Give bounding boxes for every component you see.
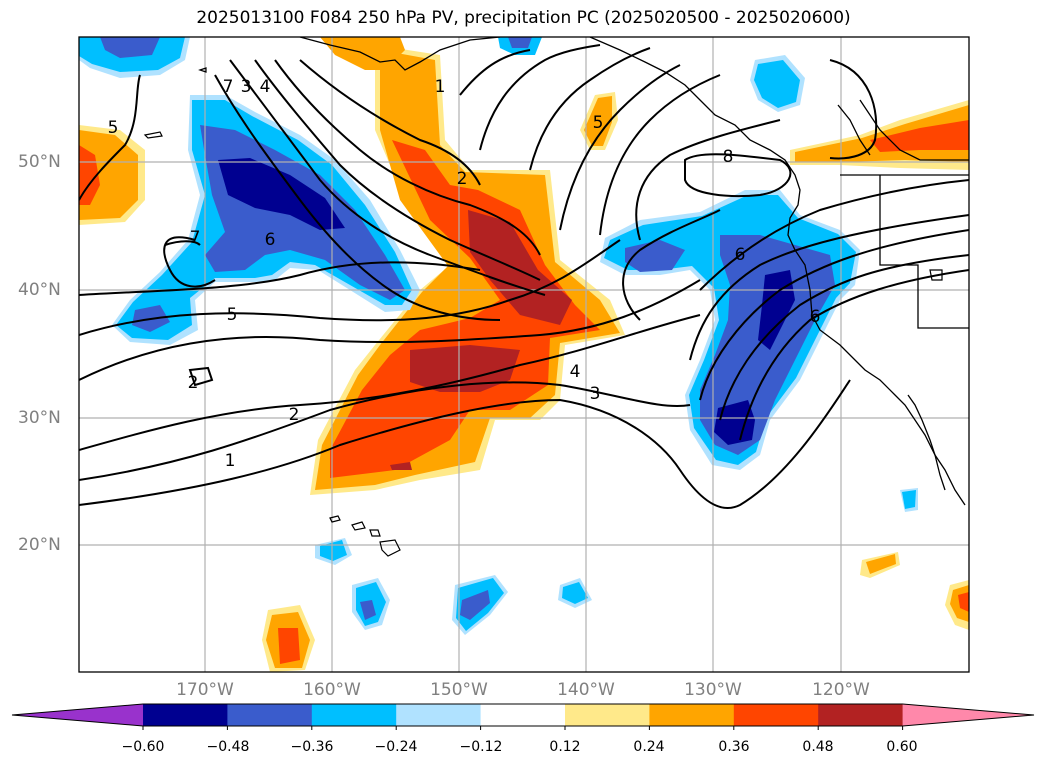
- colorbar: [11, 703, 1035, 730]
- colorbar-segment: [227, 704, 313, 726]
- colorbar-segment: [733, 704, 819, 726]
- colorbar-segment: [143, 704, 228, 726]
- graticule: [79, 37, 969, 672]
- contour-label: 2: [289, 405, 300, 425]
- contour-label: 3: [241, 77, 252, 97]
- colorbar-tick-label: 0.60: [886, 739, 918, 755]
- contour-label: 7: [190, 228, 201, 248]
- contour-label: 5: [108, 118, 119, 138]
- colorbar-segment: [818, 704, 904, 726]
- positive-anomaly-shading: [79, 37, 969, 672]
- map-frame: [78, 36, 970, 673]
- colorbar-segment: [565, 704, 650, 726]
- lon-label: 150°W: [430, 680, 488, 700]
- contour-label: 7: [223, 77, 234, 97]
- contour-label: 6: [265, 230, 276, 250]
- map-title: 2025013100 F084 250 hPa PV, precipitatio…: [196, 8, 851, 28]
- colorbar-tick-label: 0.12: [549, 739, 581, 755]
- colorbar-tick-label: −0.60: [121, 739, 165, 755]
- contour-label: 4: [260, 77, 271, 97]
- pv-contours: [79, 44, 969, 510]
- contour-label: 5: [593, 113, 604, 133]
- colorbar-tick-label: −0.48: [206, 739, 250, 755]
- colorbar-segment: [311, 704, 397, 726]
- colorbar-segment: [649, 704, 735, 726]
- contour-label: 5: [227, 305, 238, 325]
- contour-label: 1: [225, 451, 236, 471]
- contour-labels: 1 2 2 3 4 5 5 5 6 6 6 7 7 8 3 4 1 2: [108, 77, 821, 471]
- islands: [143, 67, 943, 557]
- colorbar-segment: [480, 704, 566, 726]
- contour-label: 2: [457, 169, 468, 189]
- colorbar-tick-label: 0.48: [802, 739, 834, 755]
- negative-anomaly-shading: [79, 37, 918, 635]
- lat-label: 20°N: [18, 535, 61, 555]
- contour-label: 3: [590, 384, 601, 404]
- contour-label: 2: [188, 373, 199, 393]
- colorbar-extend-left: [12, 704, 143, 726]
- lon-label: 130°W: [684, 680, 742, 700]
- colorbar-tick-label: 0.24: [633, 739, 665, 755]
- lat-label: 50°N: [18, 152, 61, 172]
- lon-label: 160°W: [303, 680, 361, 700]
- colorbar-tick-label: 0.36: [718, 739, 750, 755]
- lon-label: 120°W: [812, 680, 870, 700]
- lon-label: 140°W: [557, 680, 615, 700]
- contour-label: 8: [723, 147, 734, 167]
- contour-label: 6: [735, 245, 746, 265]
- lon-label: 170°W: [176, 680, 234, 700]
- colorbar-extend-right: [902, 704, 1034, 726]
- contour-label: 1: [435, 77, 446, 97]
- lat-label: 30°N: [18, 408, 61, 428]
- contour-label: 6: [810, 307, 821, 327]
- colorbar-tick-label: −0.36: [290, 739, 334, 755]
- coastlines: [299, 37, 969, 506]
- contour-label: 4: [570, 362, 581, 382]
- lat-label: 40°N: [18, 280, 61, 300]
- colorbar-tick-label: −0.24: [374, 739, 418, 755]
- colorbar-tick-label: −0.12: [459, 739, 503, 755]
- colorbar-segment: [396, 704, 482, 726]
